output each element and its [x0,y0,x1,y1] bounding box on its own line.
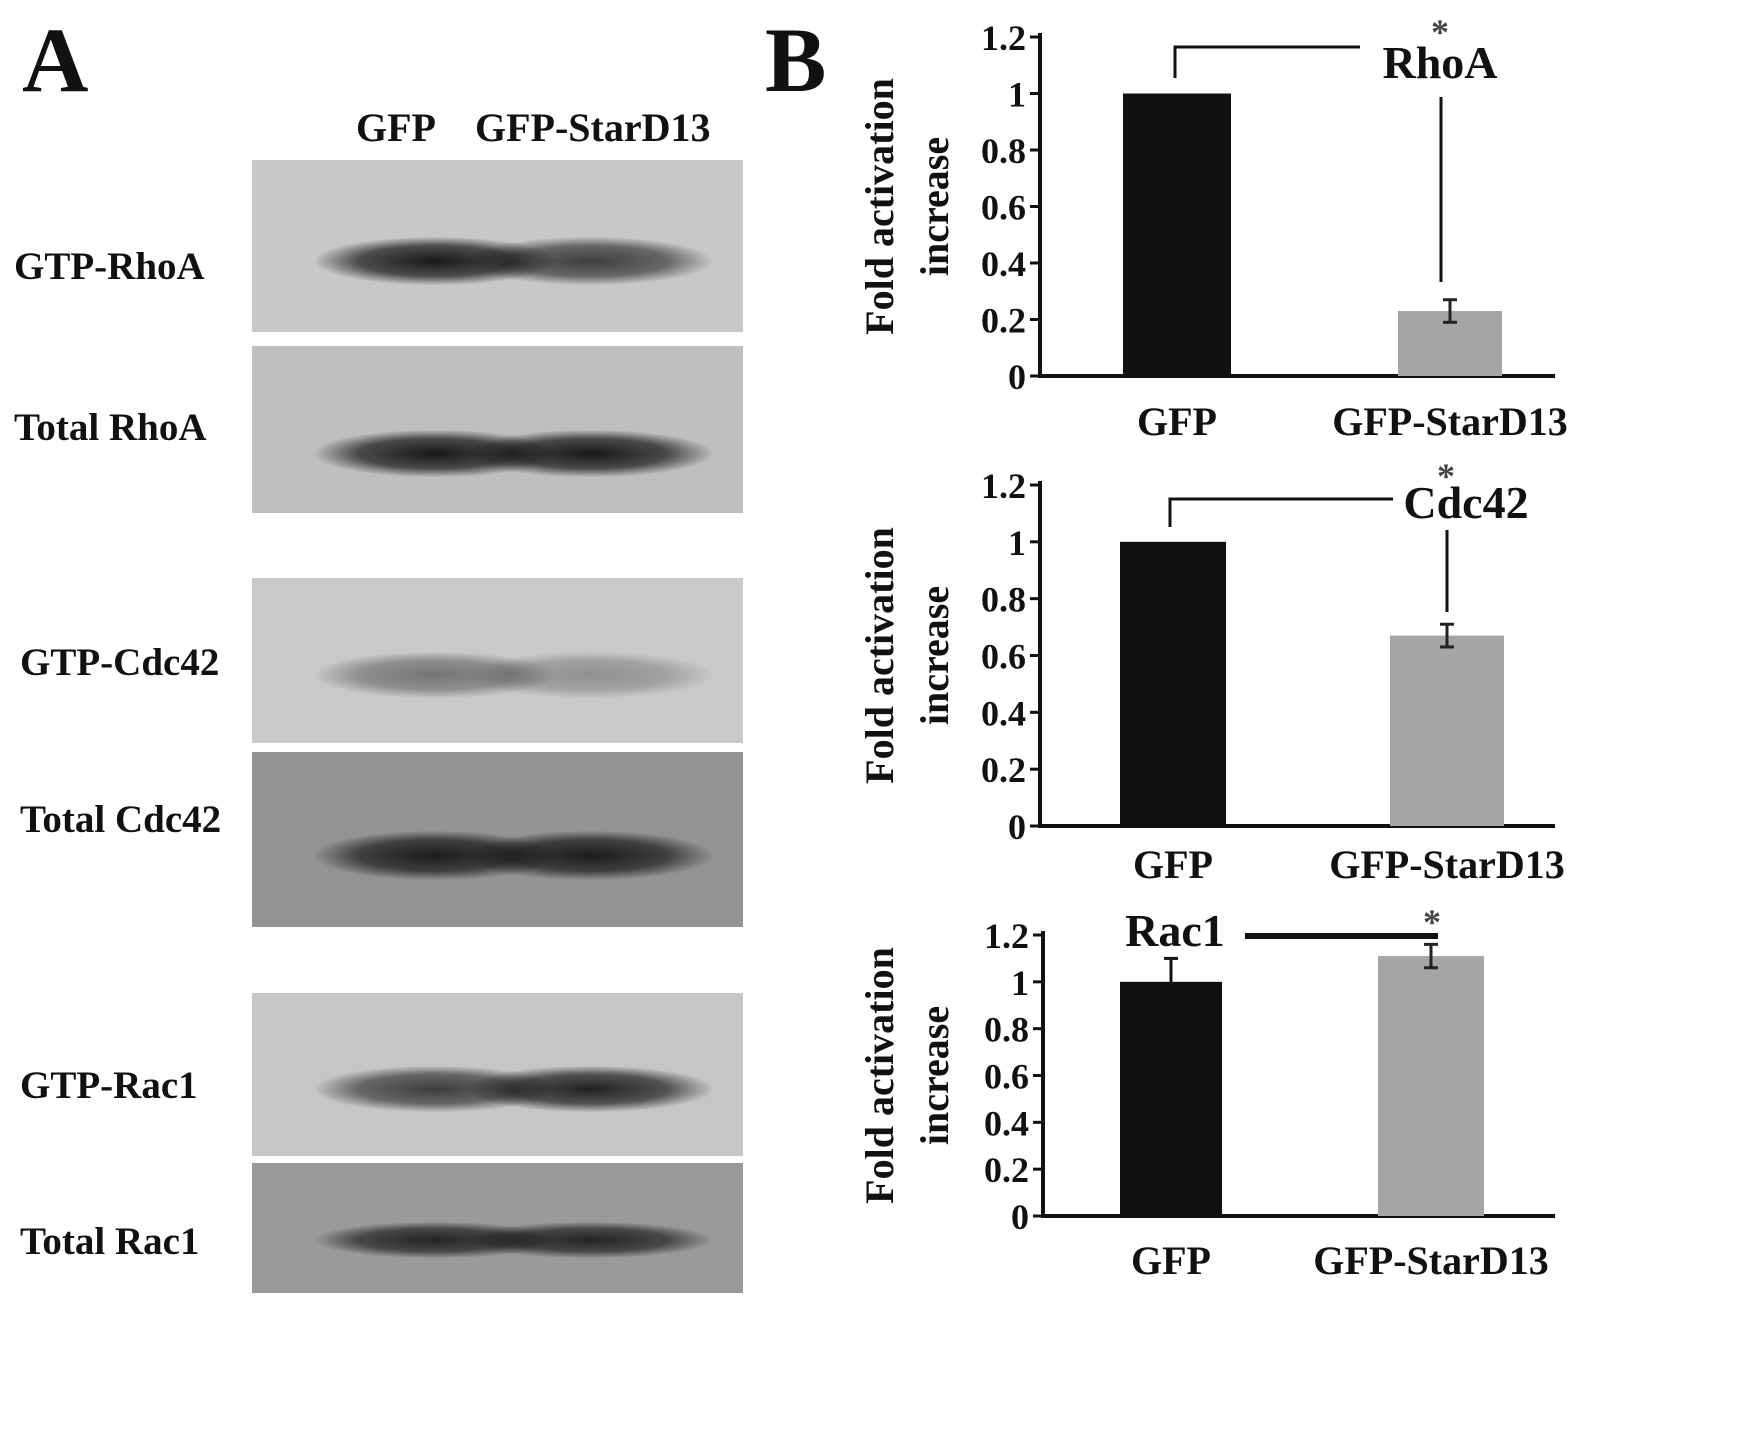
y-axis-label: Fold activation [857,527,902,784]
blot-band [468,831,712,880]
category-label: GFP [1133,842,1213,887]
y-tick-label: 0.4 [981,244,1026,284]
y-tick-label: 0.6 [981,637,1026,677]
significance-star: * [1437,456,1455,496]
bar [1120,541,1226,826]
y-axis-label: increase [912,1006,957,1145]
bar [1378,956,1484,1216]
blot-band [468,237,712,285]
category-label: GFP [1137,399,1217,444]
blot-strip [252,160,743,332]
y-tick-label: 0.8 [981,131,1026,171]
blot-strip [252,752,743,927]
bar [1390,635,1504,826]
blot-row-label: GTP-RhoA [14,245,205,288]
panel-a-letter: A [22,9,89,111]
y-tick-label: 0.6 [981,188,1026,228]
y-tick-label: 0.2 [981,301,1026,341]
category-label: GFP-StarD13 [1313,1238,1549,1283]
y-tick-label: 0 [1011,1197,1029,1237]
bar [1123,93,1231,376]
y-tick-label: 0 [1008,357,1026,397]
y-tick-label: 0.4 [984,1103,1029,1143]
y-axis-label: increase [912,586,957,725]
y-axis-label: Fold activation [857,947,902,1204]
lane-label-gfp-stard13: GFP-StarD13 [475,105,711,150]
significance-star: * [1423,902,1441,942]
y-tick-label: 0.2 [981,750,1026,790]
blot-strip [252,578,743,743]
y-tick-label: 0.4 [981,693,1026,733]
y-tick-label: 1 [1011,963,1029,1003]
y-tick-label: 1.2 [981,18,1026,58]
y-tick-label: 1 [1008,75,1026,115]
chart-annotation: RhoA [1382,37,1497,88]
y-axis-label: Fold activation [857,78,902,335]
y-tick-label: 1.2 [984,916,1029,956]
significance-bracket [1173,45,1360,78]
blot-band [468,652,712,698]
blot-row-label: Total Rac1 [20,1220,200,1263]
blot-row-label: Total Cdc42 [20,798,222,841]
blot-row-label: GTP-Rac1 [20,1064,198,1107]
bar [1120,981,1222,1216]
y-axis-label: increase [912,137,957,276]
blot-band [468,430,712,477]
y-tick-label: 1.2 [981,466,1026,506]
y-tick-label: 0.2 [984,1150,1029,1190]
blot-strip [252,346,743,513]
blot-row-label: GTP-Cdc42 [20,641,220,684]
category-label: GFP-StarD13 [1329,842,1565,887]
significance-bracket [1168,497,1393,527]
blot-strip [252,1163,743,1293]
lane-label-gfp: GFP [356,105,436,150]
significance-star: * [1431,12,1449,52]
blot-row-label: Total RhoA [14,406,207,449]
y-tick-label: 0.8 [981,580,1026,620]
y-tick-label: 0.8 [984,1010,1029,1050]
panel-b-letter: B [765,9,827,111]
category-label: GFP [1131,1238,1211,1283]
blot-band [468,1066,712,1112]
blot-band [468,1222,712,1258]
y-tick-label: 0 [1008,807,1026,847]
y-tick-label: 0.6 [984,1057,1029,1097]
category-label: GFP-StarD13 [1332,399,1568,444]
y-tick-label: 1 [1008,523,1026,563]
blot-strip [252,993,743,1156]
blot-band [315,652,555,698]
chart-annotation: Rac1 [1125,905,1225,956]
chart-annotation: Cdc42 [1403,477,1528,528]
